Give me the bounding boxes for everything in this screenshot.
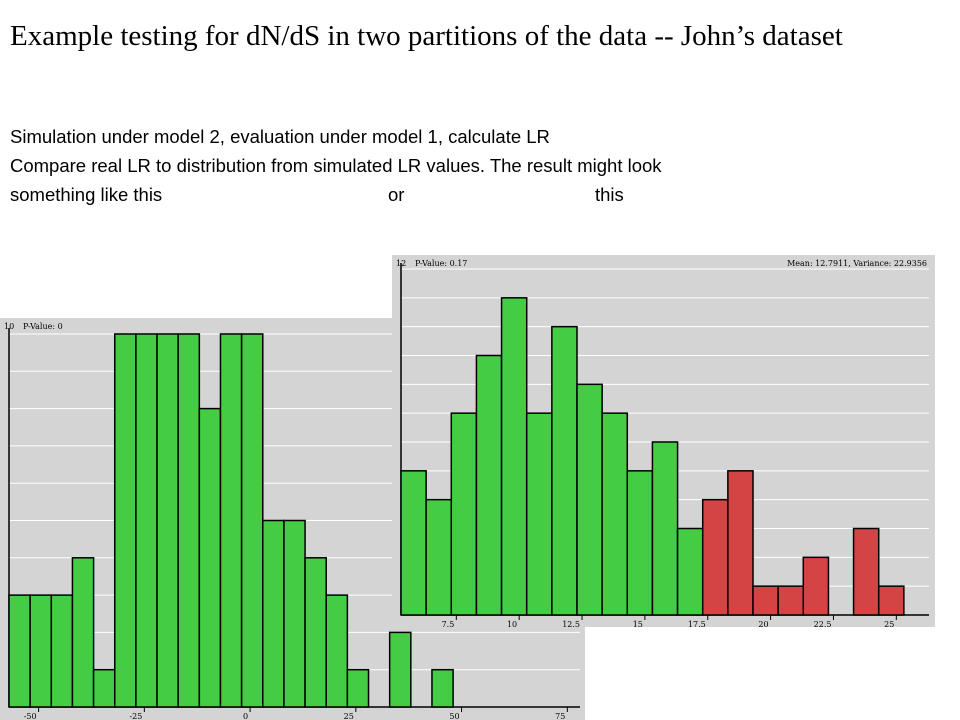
x-tick-label: 12.5 [562,620,580,627]
histogram-bar [676,527,704,616]
histogram-bar [525,412,553,616]
histogram-bar [551,325,578,616]
histogram-bar [576,383,603,616]
histogram-right-svg: 7.5 10 12.5 15 17.5 20 22.5 25 12 P-Value: 0.17 Me… [396,259,929,627]
body-line-3: something like this or this [10,180,950,209]
x-tick-label: 50 [449,712,459,720]
histogram-bar [852,527,880,616]
x-tick-label: -25 [129,712,142,720]
histogram-bar [777,585,805,616]
histogram-bar [346,668,370,708]
histogram-bar [400,470,427,616]
p-value-label: P-Value: 0 [23,322,63,331]
histogram-bar [877,585,905,616]
histogram-bar [135,333,158,708]
histogram-bar [752,585,779,616]
histogram-bar [283,519,306,708]
histogram-bar [425,498,453,616]
x-tick-label: 75 [555,712,565,720]
histogram-bar [240,333,264,708]
histogram-bar [500,297,528,616]
histogram-bar [388,631,412,708]
histogram-bar [325,594,349,708]
histogram-bar [71,557,95,708]
y-max-label: 12 [396,259,406,268]
histogram-bar [113,333,137,708]
body-line-3-part-a: something like this [10,184,163,205]
x-tick-label: 20 [758,620,768,627]
histogram-bar [219,333,243,708]
histogram-bar [601,412,629,616]
x-tick-label: 7.5 [442,620,455,627]
histogram-bar [177,333,201,708]
histogram-bar [727,470,754,616]
p-value-label: P-Value: 0.17 [415,259,467,268]
histogram-bar [198,407,222,708]
histogram-bar [450,412,478,616]
histogram-bar [701,498,729,616]
x-tick-label: 25 [884,620,894,627]
histogram-bar [651,441,679,616]
histogram-bar [92,668,116,708]
slide-body: Simulation under model 2, evaluation und… [10,122,950,209]
body-line-3-part-c: this [595,184,624,205]
histogram-bar [431,668,454,708]
histogram-bar [304,557,327,708]
slide-title: Example testing for dN/dS in two partiti… [10,20,843,52]
histogram-bar [475,354,503,616]
x-tick-label: 17.5 [688,620,706,627]
body-line-1: Simulation under model 2, evaluation und… [10,126,550,147]
histogram-bar [262,519,285,708]
histogram-bar [50,594,74,708]
histogram-left-svg: -50 -25 0 25 50 75 10 P-Value: 0 [4,322,580,720]
histogram-chart-right: 7.5 10 12.5 15 17.5 20 22.5 25 12 P-Value: 0.17 Me… [392,255,935,627]
histogram-bar [802,556,830,616]
y-max-label: 10 [4,322,14,331]
histogram-bar [156,333,179,708]
stats-label: Mean: 12.7911, Variance: 22.9356 [787,259,927,268]
x-tick-label: 22.5 [814,620,832,627]
x-tick-label: -50 [24,712,37,720]
x-tick-label: 15 [633,620,643,627]
histogram-bar [626,470,654,616]
body-line-2: Compare real LR to distribution from sim… [10,155,662,176]
body-line-3-part-b: or [388,184,405,205]
x-tick-label: 10 [507,620,517,627]
x-tick-label: 0 [243,712,248,720]
histogram-bar [8,594,31,708]
histogram-bar [29,594,53,708]
x-tick-label: 25 [344,712,354,720]
